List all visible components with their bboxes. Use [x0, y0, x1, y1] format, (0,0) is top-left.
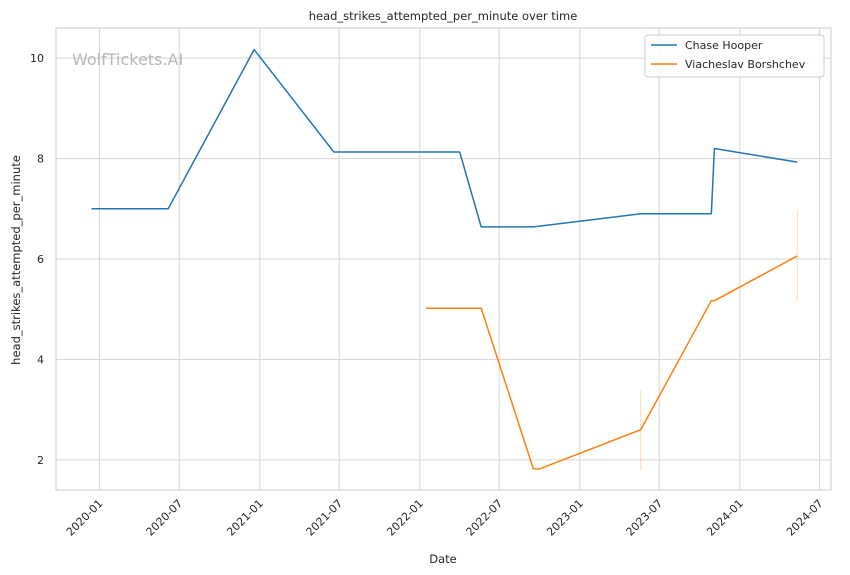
legend-label-chase-hooper: Chase Hooper [685, 39, 763, 52]
x-tick-label: 2021-07 [304, 497, 346, 539]
x-tick-label: 2021-01 [224, 497, 266, 539]
series-line-chase-hooper [91, 48, 798, 228]
x-tick-label: 2022-07 [464, 497, 506, 539]
watermark: WolfTickets.AI [72, 50, 183, 69]
legend-label-viacheslav-borshchev: Viacheslav Borshchev [685, 58, 806, 71]
x-axis-label: Date [429, 552, 457, 566]
series-lines [91, 48, 798, 470]
x-axis-ticks: 2020-01 2020-07 2021-01 2021-07 2022-01 2022-… [64, 497, 826, 539]
y-tick-label: 10 [30, 52, 44, 65]
y-tick-label: 6 [37, 253, 44, 266]
x-tick-label: 2023-01 [544, 497, 586, 539]
x-tick-label: 2020-07 [144, 497, 186, 539]
y-tick-label: 2 [37, 454, 44, 467]
x-tick-label: 2024-01 [704, 497, 746, 539]
y-tick-label: 4 [37, 353, 44, 366]
y-axis-label: head_strikes_attempted_per_minute [9, 155, 23, 365]
legend-box [644, 34, 825, 78]
x-tick-label: 2024-07 [784, 497, 826, 539]
y-tick-label: 8 [37, 153, 44, 166]
series-line-viacheslav-borshchev [425, 255, 798, 470]
legend: Chase Hooper Viacheslav Borshchev [644, 34, 825, 78]
grid-lines [56, 28, 831, 490]
x-tick-label: 2022-01 [384, 497, 426, 539]
chart-title: head_strikes_attempted_per_minute over t… [309, 9, 578, 23]
x-tick-label: 2020-01 [64, 497, 106, 539]
x-tick-label: 2023-07 [624, 497, 666, 539]
y-axis-ticks: 2 4 6 8 10 [30, 52, 44, 467]
